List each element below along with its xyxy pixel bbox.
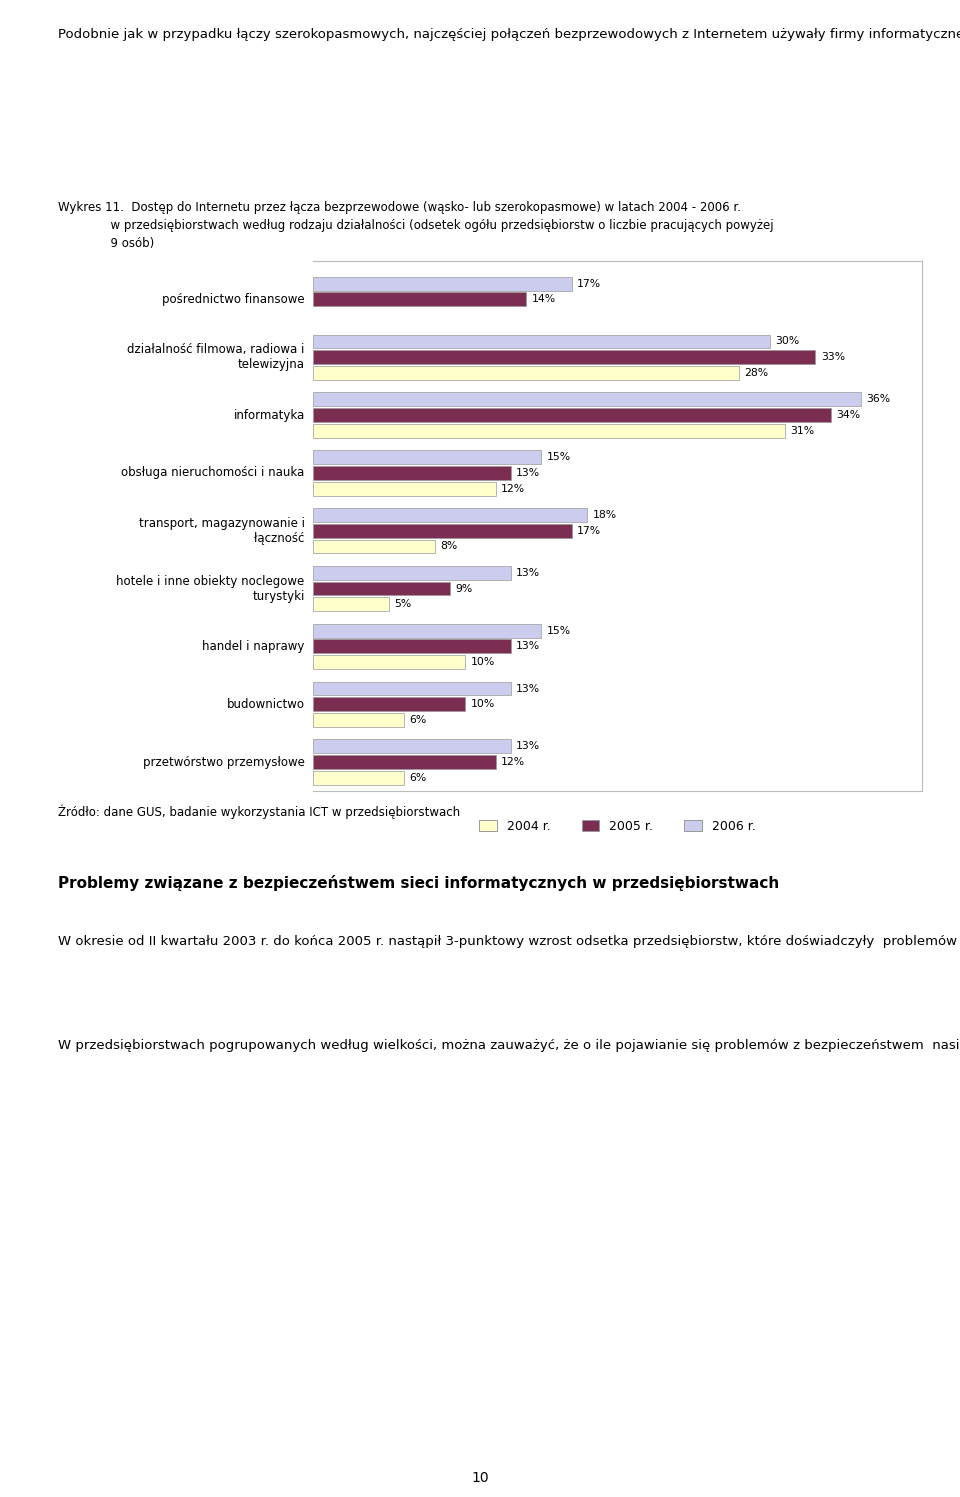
Bar <box>313 524 572 537</box>
Bar <box>313 597 389 611</box>
Text: hotele i inne obiekty noclegowe
turystyki: hotele i inne obiekty noclegowe turystyk… <box>116 575 304 603</box>
Text: działalność filmowa, radiowa i
telewizyjna: działalność filmowa, radiowa i telewizyj… <box>128 343 304 371</box>
Text: 13%: 13% <box>516 684 540 693</box>
Text: W przedsiębiorstwach pogrupowanych według wielkości, można zauważyć, że o ile po: W przedsiębiorstwach pogrupowanych wedłu… <box>58 1039 960 1052</box>
Text: 6%: 6% <box>410 716 427 725</box>
Text: 6%: 6% <box>410 772 427 783</box>
Text: informatyka: informatyka <box>233 409 304 422</box>
Text: Podobnie jak w przypadku łączy szerokopasmowych, najczęściej połączeń bezprzewod: Podobnie jak w przypadku łączy szerokopa… <box>58 28 960 40</box>
Text: 12%: 12% <box>501 484 525 494</box>
Bar <box>313 656 466 669</box>
Text: handel i naprawy: handel i naprawy <box>203 639 304 653</box>
Bar <box>313 466 511 481</box>
Text: 15%: 15% <box>546 626 571 636</box>
Text: 36%: 36% <box>867 394 891 404</box>
Bar <box>313 771 404 784</box>
Text: 17%: 17% <box>577 525 601 536</box>
Text: 12%: 12% <box>501 757 525 766</box>
Bar <box>313 365 739 380</box>
Text: W okresie od II kwartału 2003 r. do końca 2005 r. nastąpił 3-punktowy wzrost ods: W okresie od II kwartału 2003 r. do końc… <box>58 936 960 948</box>
Text: przetwórstwo przemysłowe: przetwórstwo przemysłowe <box>143 756 304 768</box>
Bar <box>313 334 770 349</box>
Text: 13%: 13% <box>516 567 540 578</box>
Bar <box>313 350 815 364</box>
Bar <box>313 754 495 769</box>
Text: 14%: 14% <box>532 295 556 304</box>
Text: 8%: 8% <box>440 542 457 551</box>
Bar <box>313 639 511 653</box>
Text: 30%: 30% <box>775 337 800 346</box>
Bar <box>313 482 495 496</box>
Text: Źródło: dane GUS, badanie wykorzystania ICT w przedsiębiorstwach: Źródło: dane GUS, badanie wykorzystania … <box>58 805 460 819</box>
Bar <box>313 698 466 711</box>
Bar <box>313 681 511 696</box>
Text: 28%: 28% <box>745 368 769 377</box>
Bar <box>313 392 861 406</box>
Bar <box>313 713 404 728</box>
Text: obsługa nieruchomości i nauka: obsługa nieruchomości i nauka <box>121 467 304 479</box>
Text: Wykres 11.  Dostęp do Internetu przez łącza bezprzewodowe (wąsko- lub szerokopas: Wykres 11. Dostęp do Internetu przez łąc… <box>58 201 774 250</box>
Text: 34%: 34% <box>836 410 860 421</box>
Bar <box>313 582 450 596</box>
Text: 13%: 13% <box>516 741 540 751</box>
Text: 9%: 9% <box>455 584 472 593</box>
Bar <box>313 409 830 422</box>
Bar <box>313 451 541 464</box>
Text: transport, magazynowanie i
łączność: transport, magazynowanie i łączność <box>138 516 304 545</box>
Text: 13%: 13% <box>516 641 540 651</box>
Text: 15%: 15% <box>546 452 571 463</box>
Bar <box>313 539 435 554</box>
Bar <box>313 507 588 522</box>
Legend: 2004 r., 2005 r., 2006 r.: 2004 r., 2005 r., 2006 r. <box>474 814 760 838</box>
Text: budownictwo: budownictwo <box>227 698 304 711</box>
Text: 10%: 10% <box>470 699 494 710</box>
Text: 13%: 13% <box>516 469 540 478</box>
Text: 10%: 10% <box>470 657 494 668</box>
Bar <box>313 424 785 437</box>
Text: 18%: 18% <box>592 510 616 519</box>
Text: 33%: 33% <box>821 352 845 362</box>
Bar <box>313 740 511 753</box>
Text: 31%: 31% <box>790 425 814 436</box>
Bar <box>313 566 511 579</box>
Text: Problemy związane z bezpieczeństwem sieci informatycznych w przedsiębiorstwach: Problemy związane z bezpieczeństwem siec… <box>58 876 780 891</box>
Text: 17%: 17% <box>577 278 601 289</box>
Bar <box>313 624 541 638</box>
Bar <box>313 292 526 307</box>
Text: pośrednictwo finansowe: pośrednictwo finansowe <box>162 293 304 305</box>
Text: 10: 10 <box>471 1470 489 1485</box>
Bar <box>313 277 572 290</box>
Text: 5%: 5% <box>395 599 412 609</box>
